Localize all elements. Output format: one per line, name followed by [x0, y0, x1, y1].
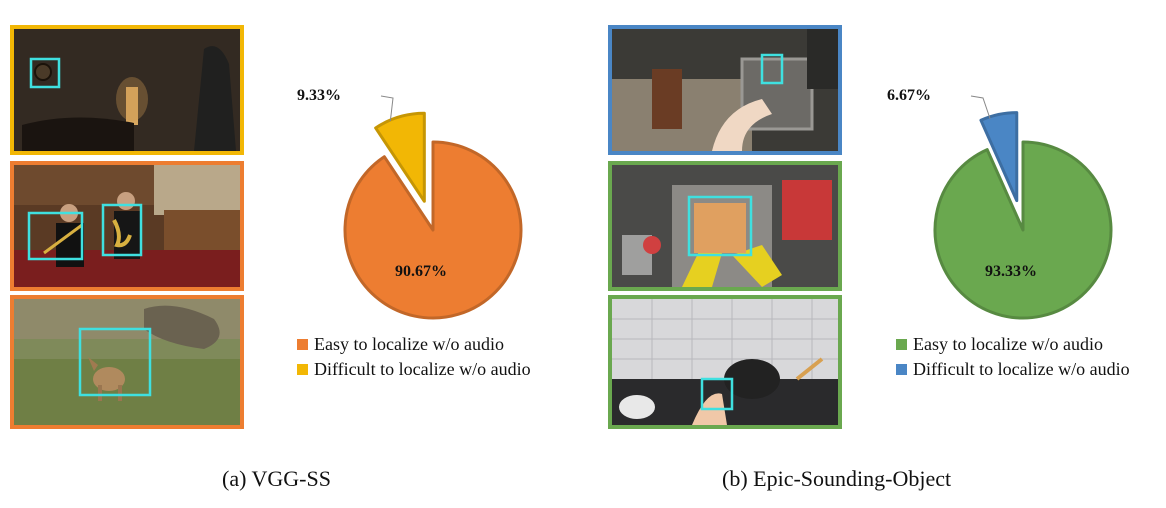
example-image-5 [608, 161, 842, 291]
legend-item-difficult: Difficult to localize w/o audio [896, 357, 1130, 382]
legend-swatch-easy [297, 339, 308, 350]
pie-slice-difficult [979, 111, 1019, 203]
legend-label-easy: Easy to localize w/o audio [314, 334, 504, 354]
example-image-2 [10, 161, 244, 291]
legend-epic-sounding-object: Easy to localize w/o audio Difficult to … [896, 332, 1130, 382]
leader-line [970, 95, 991, 119]
legend-item-easy: Easy to localize w/o audio [896, 332, 1130, 357]
legend-item-easy: Easy to localize w/o audio [297, 332, 531, 357]
pie-chart-vgg-ss: 90.67% 9.33% [297, 87, 523, 320]
localization-box [27, 211, 84, 261]
church-musicians-photo [14, 165, 240, 287]
legend-label-difficult: Difficult to localize w/o audio [913, 359, 1130, 379]
legend-item-difficult: Difficult to localize w/o audio [297, 357, 531, 382]
coyote-field-photo [14, 299, 240, 425]
pie-slice-easy [933, 140, 1113, 320]
pie-chart-epic-sounding-object: 93.33% 6.67% [887, 87, 1113, 320]
leader-line [380, 95, 394, 122]
data-label-easy: 90.67% [395, 263, 447, 280]
legend-swatch-difficult [896, 364, 907, 375]
panel-vgg-ss: 90.67% 9.33% Easy to localize w/o audio D… [10, 25, 531, 491]
legend-label-easy: Easy to localize w/o audio [913, 334, 1103, 354]
data-label-easy: 93.33% [985, 263, 1037, 280]
data-label-difficult: 6.67% [887, 87, 931, 104]
washing-dishes-photo [612, 165, 838, 287]
example-image-4 [608, 25, 842, 155]
legend-swatch-easy [896, 339, 907, 350]
legend-vgg-ss: Easy to localize w/o audio Difficult to … [297, 332, 531, 382]
pie-slice-difficult [374, 111, 426, 203]
localization-box [760, 53, 784, 85]
localization-box [29, 57, 61, 89]
localization-box [700, 377, 734, 411]
localization-box [78, 327, 152, 397]
pie-slice-easy [343, 140, 523, 320]
legend-swatch-difficult [297, 364, 308, 375]
stove-cooking-photo [612, 299, 838, 425]
kitchen-sink-photo [612, 29, 838, 151]
localization-box [687, 195, 753, 257]
legend-label-difficult: Difficult to localize w/o audio [314, 359, 531, 379]
example-image-1 [10, 25, 244, 155]
caption-vgg-ss: (a) VGG-SS [222, 466, 331, 491]
data-label-difficult: 9.33% [297, 87, 341, 104]
localization-box [101, 203, 143, 257]
panel-epic-sounding-object: 93.33% 6.67% Easy to localize w/o audio D… [600, 0, 1166, 508]
dark-room-photo [14, 29, 240, 151]
example-image-6 [608, 295, 842, 429]
example-image-3 [10, 295, 244, 429]
caption-epic-sounding-object: (b) Epic-Sounding-Object [722, 466, 952, 491]
